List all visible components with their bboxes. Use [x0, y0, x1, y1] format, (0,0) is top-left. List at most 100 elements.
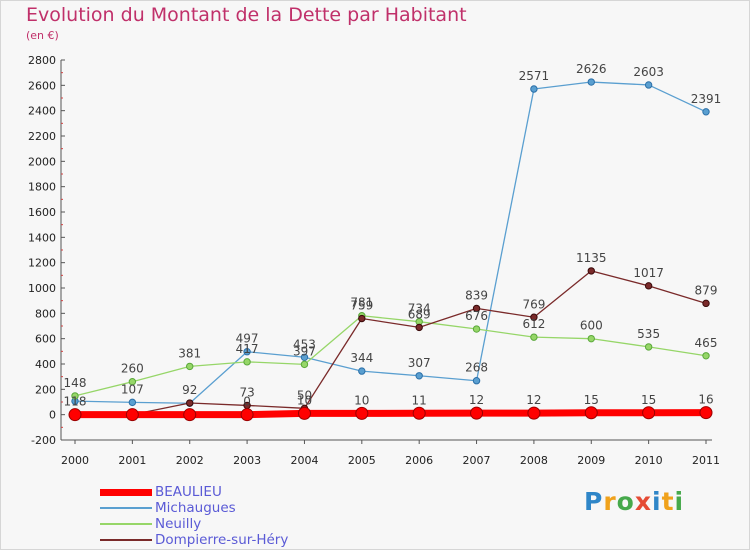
y-tick-label: 2200	[28, 130, 56, 143]
legend-swatch-neuilly	[100, 523, 152, 525]
y-tick-label: -200	[31, 434, 56, 447]
data-point	[186, 399, 194, 407]
data-label: 16	[698, 393, 713, 407]
y-tick-label: 200	[35, 383, 56, 396]
data-label: 839	[465, 288, 488, 302]
data-point	[415, 323, 423, 332]
proxiti-logo: Proxiti	[584, 487, 684, 516]
logo-letter: r	[603, 487, 617, 516]
data-label: 397	[293, 344, 316, 358]
data-label: 2571	[519, 69, 550, 83]
data-point	[71, 392, 79, 400]
data-point	[300, 360, 309, 369]
x-tick-label: 2003	[233, 454, 261, 467]
data-label: 2603	[633, 65, 664, 79]
data-point	[358, 314, 366, 323]
chart-subtitle: (en €)	[26, 29, 59, 42]
data-point	[243, 358, 251, 366]
data-point	[530, 85, 538, 93]
data-point	[472, 377, 481, 385]
legend-label-dompierre: Dompierre-sur-Héry	[155, 532, 289, 548]
legend-label-neuilly: Neuilly	[155, 516, 202, 532]
data-label: 453	[293, 337, 316, 351]
data-point-beaulieu	[470, 406, 484, 420]
x-tick-label: 2008	[520, 454, 548, 467]
data-point-beaulieu	[183, 408, 197, 422]
y-tick-label: 2600	[28, 79, 56, 92]
data-point	[587, 267, 595, 275]
data-label: 15	[584, 393, 599, 407]
data-label: 107	[121, 382, 144, 396]
data-point	[702, 352, 710, 360]
data-label: 2626	[576, 62, 607, 76]
data-point	[644, 343, 653, 351]
data-label: 15	[641, 393, 656, 407]
data-label: 12	[526, 393, 541, 407]
data-point-beaulieu	[642, 406, 656, 420]
data-point	[702, 108, 710, 116]
data-point	[702, 299, 710, 308]
data-point	[300, 353, 309, 361]
data-label: 11	[412, 393, 427, 407]
y-tick-label: 2800	[28, 54, 56, 67]
logo-letter: o	[616, 487, 635, 516]
x-tick-label: 2011	[692, 454, 720, 467]
logo-letter: t	[661, 487, 675, 516]
data-point	[472, 325, 481, 333]
logo-letter: i	[674, 487, 685, 516]
y-tick-label: 600	[35, 333, 56, 346]
data-label: 118	[64, 395, 87, 409]
y-tick-label: 1000	[28, 282, 56, 295]
data-label: 268	[465, 361, 488, 375]
data-point	[530, 313, 538, 321]
data-point-beaulieu	[240, 408, 254, 422]
data-point-beaulieu	[355, 406, 369, 420]
x-tick-label: 2005	[348, 454, 376, 467]
data-label: 260	[121, 362, 144, 376]
data-point	[415, 372, 423, 380]
data-point	[128, 378, 137, 386]
x-tick-label: 2001	[118, 454, 146, 467]
series-line-1	[74, 81, 707, 404]
y-tick-label: 800	[35, 307, 56, 320]
y-tick-label: 2000	[28, 155, 56, 168]
data-point-beaulieu	[584, 406, 598, 420]
logo-letter: i	[652, 487, 662, 516]
x-tick-label: 2004	[290, 454, 318, 467]
data-label: 769	[522, 297, 545, 311]
data-label: 676	[465, 309, 488, 323]
legend-swatch-michaugues	[100, 507, 152, 509]
data-point	[530, 333, 538, 341]
series-line-3	[75, 270, 707, 416]
data-label: 1135	[576, 251, 607, 265]
data-point	[472, 304, 481, 313]
x-tick-label: 2010	[635, 454, 663, 467]
x-tick-label: 2009	[577, 454, 605, 467]
data-label: 381	[178, 346, 201, 360]
data-label: 600	[580, 319, 603, 333]
data-label: 465	[695, 336, 718, 350]
legend-label-michaugues: Michaugues	[155, 500, 236, 516]
y-tick-label: 400	[35, 358, 56, 371]
data-label: 0	[243, 395, 251, 409]
x-tick-label: 2002	[176, 454, 204, 467]
data-label: 307	[408, 356, 431, 370]
data-label: 535	[637, 327, 660, 341]
data-label: 12	[469, 393, 484, 407]
data-label: 10	[354, 393, 369, 407]
data-label: 73	[239, 385, 254, 399]
chart-title: Evolution du Montant de la Dette par Hab…	[26, 4, 467, 26]
y-tick-label: 1200	[28, 257, 56, 270]
data-label: 879	[695, 283, 718, 297]
data-point-beaulieu	[412, 406, 426, 420]
data-label: 734	[408, 302, 431, 316]
data-label: 612	[522, 317, 545, 331]
data-point	[128, 398, 137, 407]
data-label: 92	[182, 383, 197, 397]
y-tick-label: 1800	[28, 181, 56, 194]
data-point-beaulieu	[297, 406, 311, 420]
data-label: 759	[350, 299, 373, 313]
data-label: 50	[297, 388, 312, 402]
